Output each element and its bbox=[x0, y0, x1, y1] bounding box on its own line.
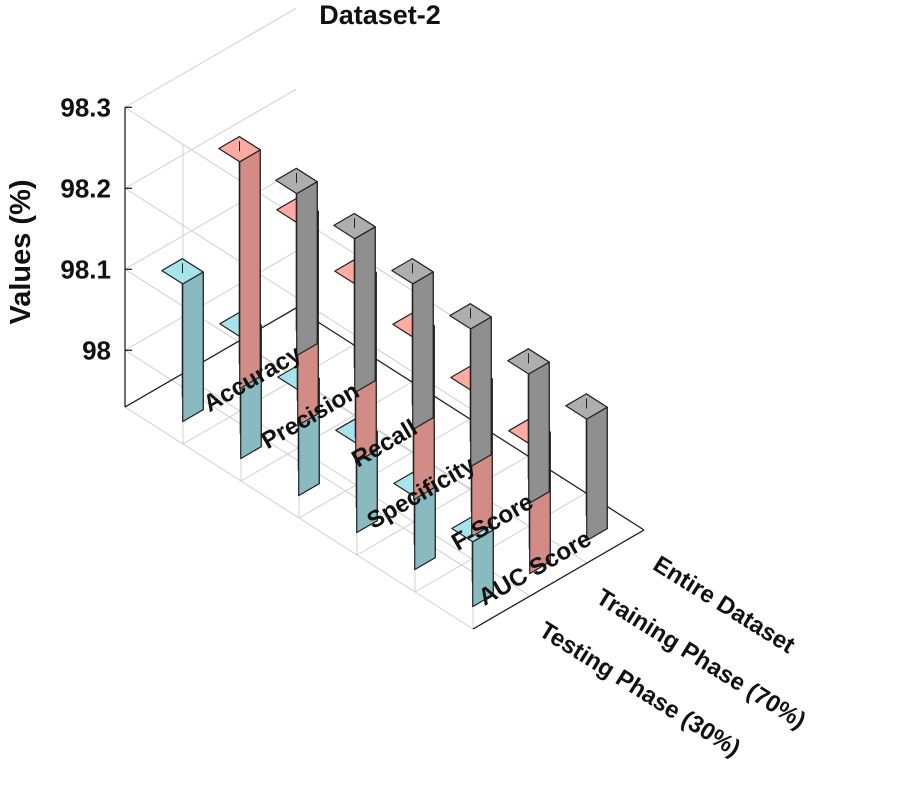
z-tick-label: 98.3 bbox=[60, 92, 111, 122]
bar-side-face bbox=[182, 271, 204, 423]
bar-layer bbox=[161, 136, 608, 608]
bar-side-face bbox=[586, 406, 608, 542]
floor-left-edge bbox=[124, 307, 297, 408]
side-wall-gridline bbox=[124, 88, 297, 189]
bar-side-face bbox=[470, 316, 492, 468]
floor-gridline bbox=[240, 381, 413, 482]
bar-entire-dataset-recall bbox=[391, 258, 434, 431]
bar-entire-dataset-f-score bbox=[507, 348, 550, 505]
bar-side-face bbox=[239, 149, 261, 390]
series-label: Testing Phase (30%) bbox=[534, 617, 745, 763]
bar-side-face bbox=[528, 361, 550, 505]
floor-gridline bbox=[182, 344, 355, 445]
side-wall-gridline bbox=[124, 250, 297, 351]
floor-gridline bbox=[356, 455, 529, 556]
bar-testing-phase-30--accuracy bbox=[161, 258, 204, 423]
series-axis-line bbox=[472, 529, 645, 630]
side-wall-gridline bbox=[124, 7, 297, 108]
floor-gridline bbox=[298, 418, 471, 519]
chart-title: Dataset-2 bbox=[319, 0, 441, 30]
bar-side-face bbox=[412, 271, 434, 431]
side-wall-gridline bbox=[124, 169, 297, 270]
bar-side-face bbox=[354, 226, 376, 394]
bar-entire-dataset-accuracy bbox=[275, 167, 318, 357]
z-tick-label: 98.2 bbox=[60, 173, 111, 203]
bar-entire-dataset-specificity bbox=[449, 303, 492, 468]
bar-entire-dataset-precision bbox=[333, 212, 376, 394]
bar-entire-dataset-auc-score bbox=[565, 393, 608, 542]
bar-side-face bbox=[296, 181, 318, 357]
z-tick-label: 98 bbox=[82, 335, 111, 365]
floor-gridline bbox=[414, 492, 587, 593]
bar-training-phase-70--accuracy bbox=[218, 136, 261, 390]
z-axis-label: Values (%) bbox=[5, 179, 37, 324]
z-tick-label: 98.1 bbox=[60, 254, 111, 284]
label-layer: 9898.198.298.3AccuracyPrecisionRecallSpe… bbox=[60, 92, 810, 762]
